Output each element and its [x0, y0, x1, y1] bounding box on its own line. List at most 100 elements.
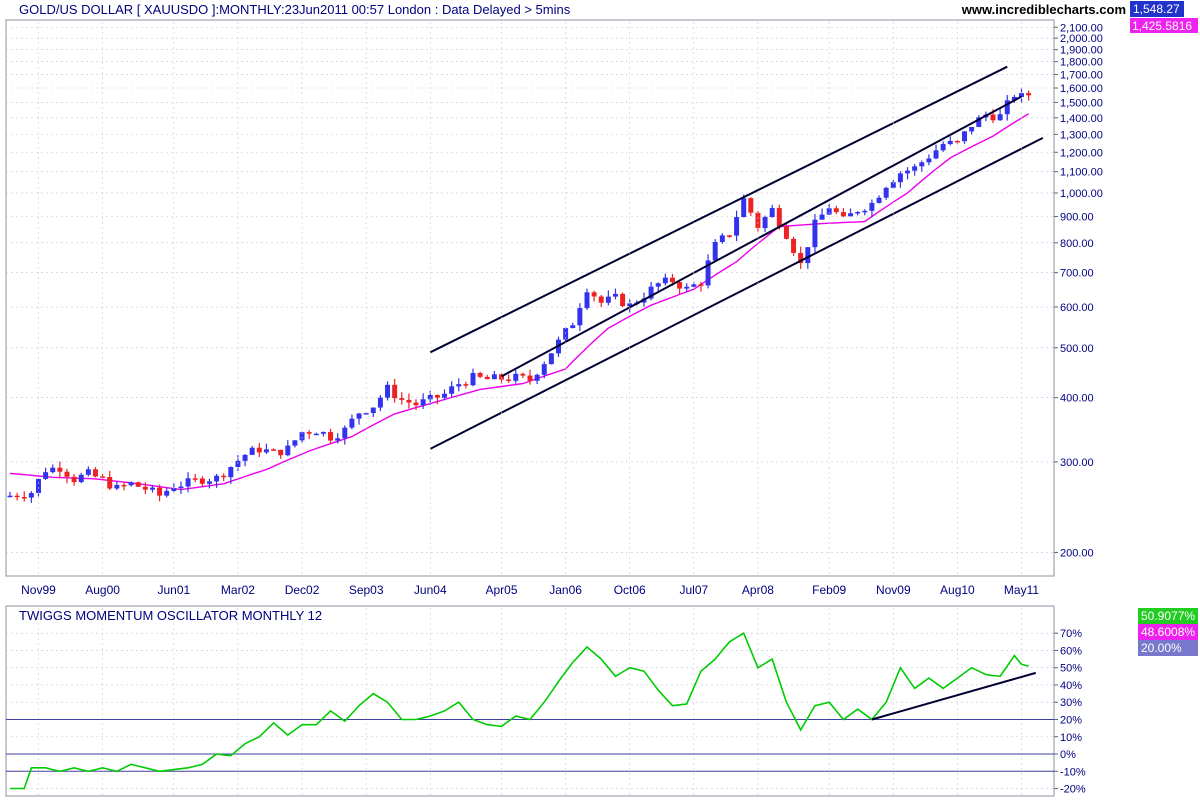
oscillator-tick-label: 10% — [1060, 732, 1082, 744]
moving-average-tag: 1,425.5816 — [1130, 18, 1198, 33]
time-tick-label: Dec02 — [285, 583, 320, 597]
candle-body — [933, 150, 939, 159]
price-tick-label: 1,000.00 — [1060, 188, 1103, 200]
site-url[interactable]: www.incrediblecharts.com — [961, 2, 1126, 17]
candle-body — [164, 490, 170, 496]
time-tick-label: Jan06 — [549, 583, 582, 597]
oscillator-tick-label: 30% — [1060, 697, 1082, 709]
candle-body — [783, 226, 789, 239]
candle-body — [990, 114, 996, 121]
price-tick-label: 1,400.00 — [1060, 113, 1103, 125]
chart-title: GOLD/US DOLLAR [ XAUUSDO ]:MONTHLY:23Jun… — [19, 2, 571, 17]
time-tick-label: Nov09 — [876, 583, 911, 597]
candle-body — [434, 395, 440, 398]
candle-body — [570, 325, 576, 329]
candle-body — [655, 283, 661, 287]
oscillator-tick-label: 40% — [1060, 680, 1082, 692]
candle-body — [36, 478, 41, 494]
candle-body — [470, 373, 476, 386]
candle-body — [705, 260, 711, 286]
time-tick-label: Feb09 — [812, 583, 846, 597]
price-tick-label: 1,500.00 — [1060, 97, 1103, 109]
candle-body — [883, 187, 889, 198]
candle-body — [320, 432, 326, 434]
candle-body — [242, 454, 248, 461]
candle-body — [506, 379, 512, 382]
candle-body — [905, 170, 911, 174]
candle-body — [192, 478, 198, 480]
candle-body — [107, 476, 113, 489]
candle-body — [541, 364, 547, 375]
candle-body — [976, 117, 982, 127]
oscillator-tick-label: 50% — [1060, 663, 1082, 675]
oscillator-value-tag: 50.9077% — [1138, 608, 1198, 624]
candle-body — [271, 449, 277, 451]
time-tick-label: Jun01 — [157, 583, 190, 597]
price-tick-label: 500.00 — [1060, 343, 1094, 355]
candle-body — [278, 449, 284, 456]
candle-body — [997, 114, 1003, 121]
candle-body — [499, 374, 504, 380]
time-tick-label: Aug10 — [940, 583, 975, 597]
candle-body — [1011, 96, 1017, 101]
candle-body — [719, 235, 725, 243]
candle-body — [206, 481, 212, 484]
candle-body — [370, 407, 376, 414]
oscillator-tick-label: -20% — [1060, 784, 1086, 796]
oscillator-tick-label: 70% — [1060, 628, 1082, 640]
candle-body — [819, 214, 825, 220]
candle-body — [755, 212, 761, 229]
candle-body — [178, 486, 184, 489]
candle-body — [862, 210, 868, 213]
oscillator-tick-label: 0% — [1060, 749, 1076, 761]
oscillator-value-label: 50.9077% — [1141, 609, 1195, 623]
candle-body — [897, 173, 903, 183]
candle-body — [349, 418, 355, 428]
candle-body — [92, 469, 98, 477]
candle-body — [491, 374, 497, 380]
candle-body — [21, 497, 27, 499]
candle-body — [805, 247, 811, 264]
candle-body — [299, 432, 305, 441]
candle-body — [484, 376, 490, 380]
candle-body — [947, 140, 953, 145]
candle-body — [7, 495, 13, 498]
candle-body — [940, 144, 946, 151]
candle-body — [85, 469, 91, 475]
time-tick-label: Jun04 — [414, 583, 447, 597]
candle-body — [78, 474, 84, 483]
candle-body — [149, 487, 155, 490]
candle-body — [584, 292, 590, 309]
candle-body — [328, 432, 334, 441]
candle-body — [14, 495, 20, 498]
last-price-label: 1,548.27 — [1133, 2, 1180, 16]
candle-body — [71, 476, 77, 483]
candle-body — [741, 198, 747, 218]
candle-body — [926, 158, 932, 163]
last-price-tag: 1,548.27 — [1130, 1, 1184, 17]
candle-body — [605, 296, 611, 303]
candle-body — [684, 286, 690, 289]
candle-body — [50, 467, 56, 473]
candle-body — [1004, 100, 1010, 115]
oscillator-axis: 70% 60% 50% 40% 30% 20% 10% 0% -10% -20% — [1054, 628, 1086, 796]
candle-body — [520, 373, 526, 376]
candle-body — [548, 353, 554, 365]
candle-body — [612, 293, 618, 297]
candle-body — [456, 384, 462, 387]
candle-body — [591, 292, 597, 297]
candle-body — [249, 447, 255, 455]
candle-body — [848, 213, 854, 217]
candle-body — [577, 308, 583, 326]
candle-body — [263, 449, 269, 453]
candle-body — [620, 293, 626, 307]
price-tick-label: 600.00 — [1060, 302, 1094, 314]
candle-body — [114, 484, 120, 489]
price-tick-label: 1,300.00 — [1060, 129, 1103, 141]
candle-body — [869, 202, 875, 211]
candle-body — [513, 373, 519, 381]
candle-body — [214, 475, 220, 482]
channel-line-lower — [429, 136, 1044, 450]
candle-body — [791, 238, 797, 253]
